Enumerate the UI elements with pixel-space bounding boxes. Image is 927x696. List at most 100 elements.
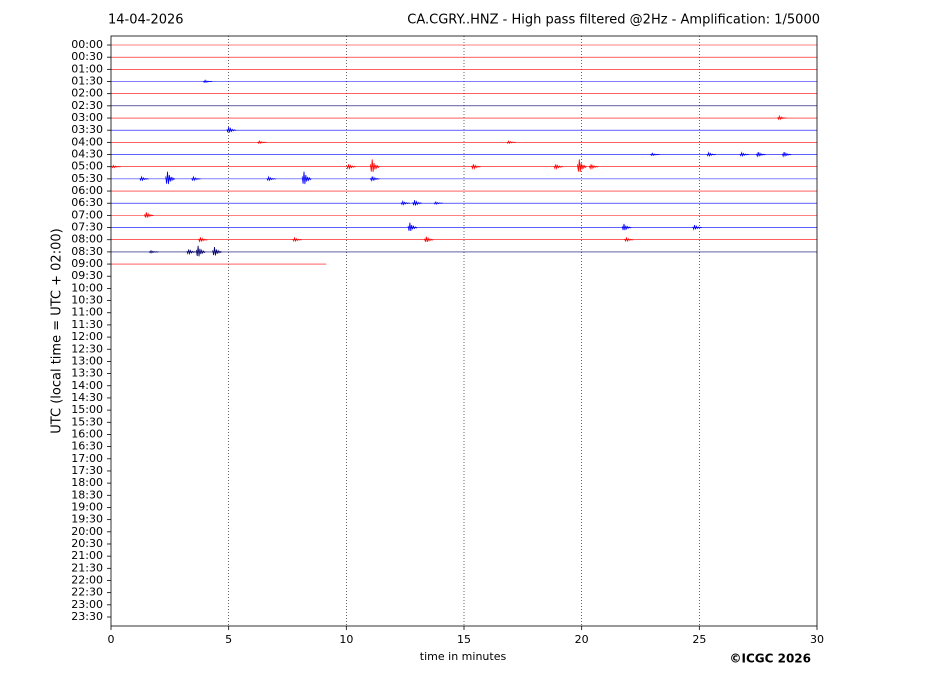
y-tick-label: 09:30	[71, 269, 103, 282]
y-tick-label: 06:00	[71, 184, 103, 197]
burst	[621, 223, 632, 231]
burst	[186, 249, 197, 256]
y-tick-label: 02:30	[71, 99, 103, 112]
burst	[301, 171, 312, 185]
x-tick-label: 25	[692, 633, 706, 646]
y-tick-label: 03:00	[71, 111, 103, 124]
date: 14-04-2026	[108, 13, 184, 28]
y-tick-label: 00:30	[71, 50, 103, 63]
burst	[739, 151, 750, 158]
y-tick-label: 18:00	[71, 476, 103, 489]
y-tick-label: 05:00	[71, 160, 103, 173]
y-tick-label: 19:00	[71, 500, 103, 513]
y-tick-label: 19:30	[71, 513, 103, 526]
burst	[777, 114, 787, 121]
y-tick-label: 05:30	[71, 172, 103, 185]
y-tick-label: 11:00	[71, 306, 103, 319]
y-tick-label: 20:00	[71, 525, 103, 538]
y-tick-label: 21:30	[71, 561, 103, 574]
burst	[407, 222, 418, 232]
burst	[266, 175, 277, 182]
y-tick-label: 07:30	[71, 221, 103, 234]
burst	[412, 200, 422, 206]
burst	[370, 176, 380, 182]
y-tick-label: 08:30	[71, 245, 103, 258]
y-tick-label: 22:30	[71, 586, 103, 599]
y-tick-label: 23:30	[71, 610, 103, 623]
chart-title: CA.CGRY..HNZ - High pass filtered @2Hz -…	[407, 13, 820, 28]
y-tick-label: 21:00	[71, 549, 103, 562]
y-tick-label: 17:00	[71, 452, 103, 465]
burst	[202, 79, 213, 84]
burst	[292, 236, 302, 243]
burst	[553, 164, 564, 170]
burst	[139, 175, 149, 182]
burst	[706, 151, 717, 158]
burst	[433, 201, 444, 205]
burst	[370, 159, 380, 172]
burst	[588, 164, 599, 170]
y-tick-label: 16:30	[71, 440, 103, 453]
burst	[692, 225, 702, 231]
burst	[424, 236, 434, 242]
burst	[400, 199, 411, 206]
y-tick-label: 04:30	[71, 148, 103, 161]
burst	[650, 152, 660, 157]
burst	[756, 152, 766, 158]
burst	[506, 140, 516, 145]
burst	[577, 159, 587, 172]
copyright: ©ICGC 2026	[729, 652, 811, 666]
y-tick-label: 14:00	[71, 379, 103, 392]
y-tick-label: 14:30	[71, 391, 103, 404]
y-tick-label: 09:00	[71, 257, 103, 270]
burst	[471, 164, 481, 170]
y-tick-label: 18:30	[71, 488, 103, 501]
y-tick-label: 10:30	[71, 294, 103, 307]
burst	[191, 175, 201, 182]
burst	[212, 246, 222, 256]
burst	[624, 236, 634, 243]
y-tick-label: 00:00	[71, 38, 103, 51]
x-axis-label: time in minutes	[420, 650, 507, 663]
x-tick-label: 5	[225, 633, 232, 646]
x-tick-label: 30	[810, 633, 824, 646]
burst	[257, 140, 267, 145]
burst	[148, 249, 159, 254]
y-tick-label: 20:30	[71, 537, 103, 550]
burst	[195, 245, 206, 257]
y-tick-label: 22:00	[71, 573, 103, 586]
y-tick-label: 02:00	[71, 87, 103, 100]
y-tick-label: 12:30	[71, 342, 103, 355]
y-tick-label: 03:30	[71, 123, 103, 136]
y-tick-label: 17:30	[71, 464, 103, 477]
x-tick-label: 15	[457, 633, 471, 646]
y-tick-label: 06:30	[71, 196, 103, 209]
burst	[144, 212, 154, 218]
x-tick-label: 10	[339, 633, 353, 646]
y-tick-label: 23:00	[71, 598, 103, 611]
y-tick-label: 08:00	[71, 233, 103, 246]
burst	[346, 164, 357, 170]
y-tick-label: 15:00	[71, 403, 103, 416]
y-tick-label: 07:00	[71, 208, 103, 221]
y-axis-label: UTC (local time = UTC + 02:00)	[50, 228, 65, 433]
y-tick-label: 04:00	[71, 135, 103, 148]
y-tick-label: 13:00	[71, 354, 103, 367]
y-tick-label: 13:30	[71, 367, 103, 380]
y-tick-label: 01:00	[71, 62, 103, 75]
x-tick-label: 20	[575, 633, 589, 646]
burst	[165, 171, 176, 185]
y-tick-label: 16:00	[71, 427, 103, 440]
y-tick-label: 12:00	[71, 330, 103, 343]
burst	[198, 237, 208, 243]
burst	[781, 152, 792, 158]
y-tick-label: 10:00	[71, 281, 103, 294]
y-tick-label: 01:30	[71, 75, 103, 88]
burst	[111, 164, 121, 169]
burst	[226, 127, 237, 133]
plot-frame	[110, 35, 818, 627]
y-tick-label: 15:30	[71, 415, 103, 428]
x-tick-label: 0	[108, 633, 115, 646]
y-tick-label: 11:30	[71, 318, 103, 331]
